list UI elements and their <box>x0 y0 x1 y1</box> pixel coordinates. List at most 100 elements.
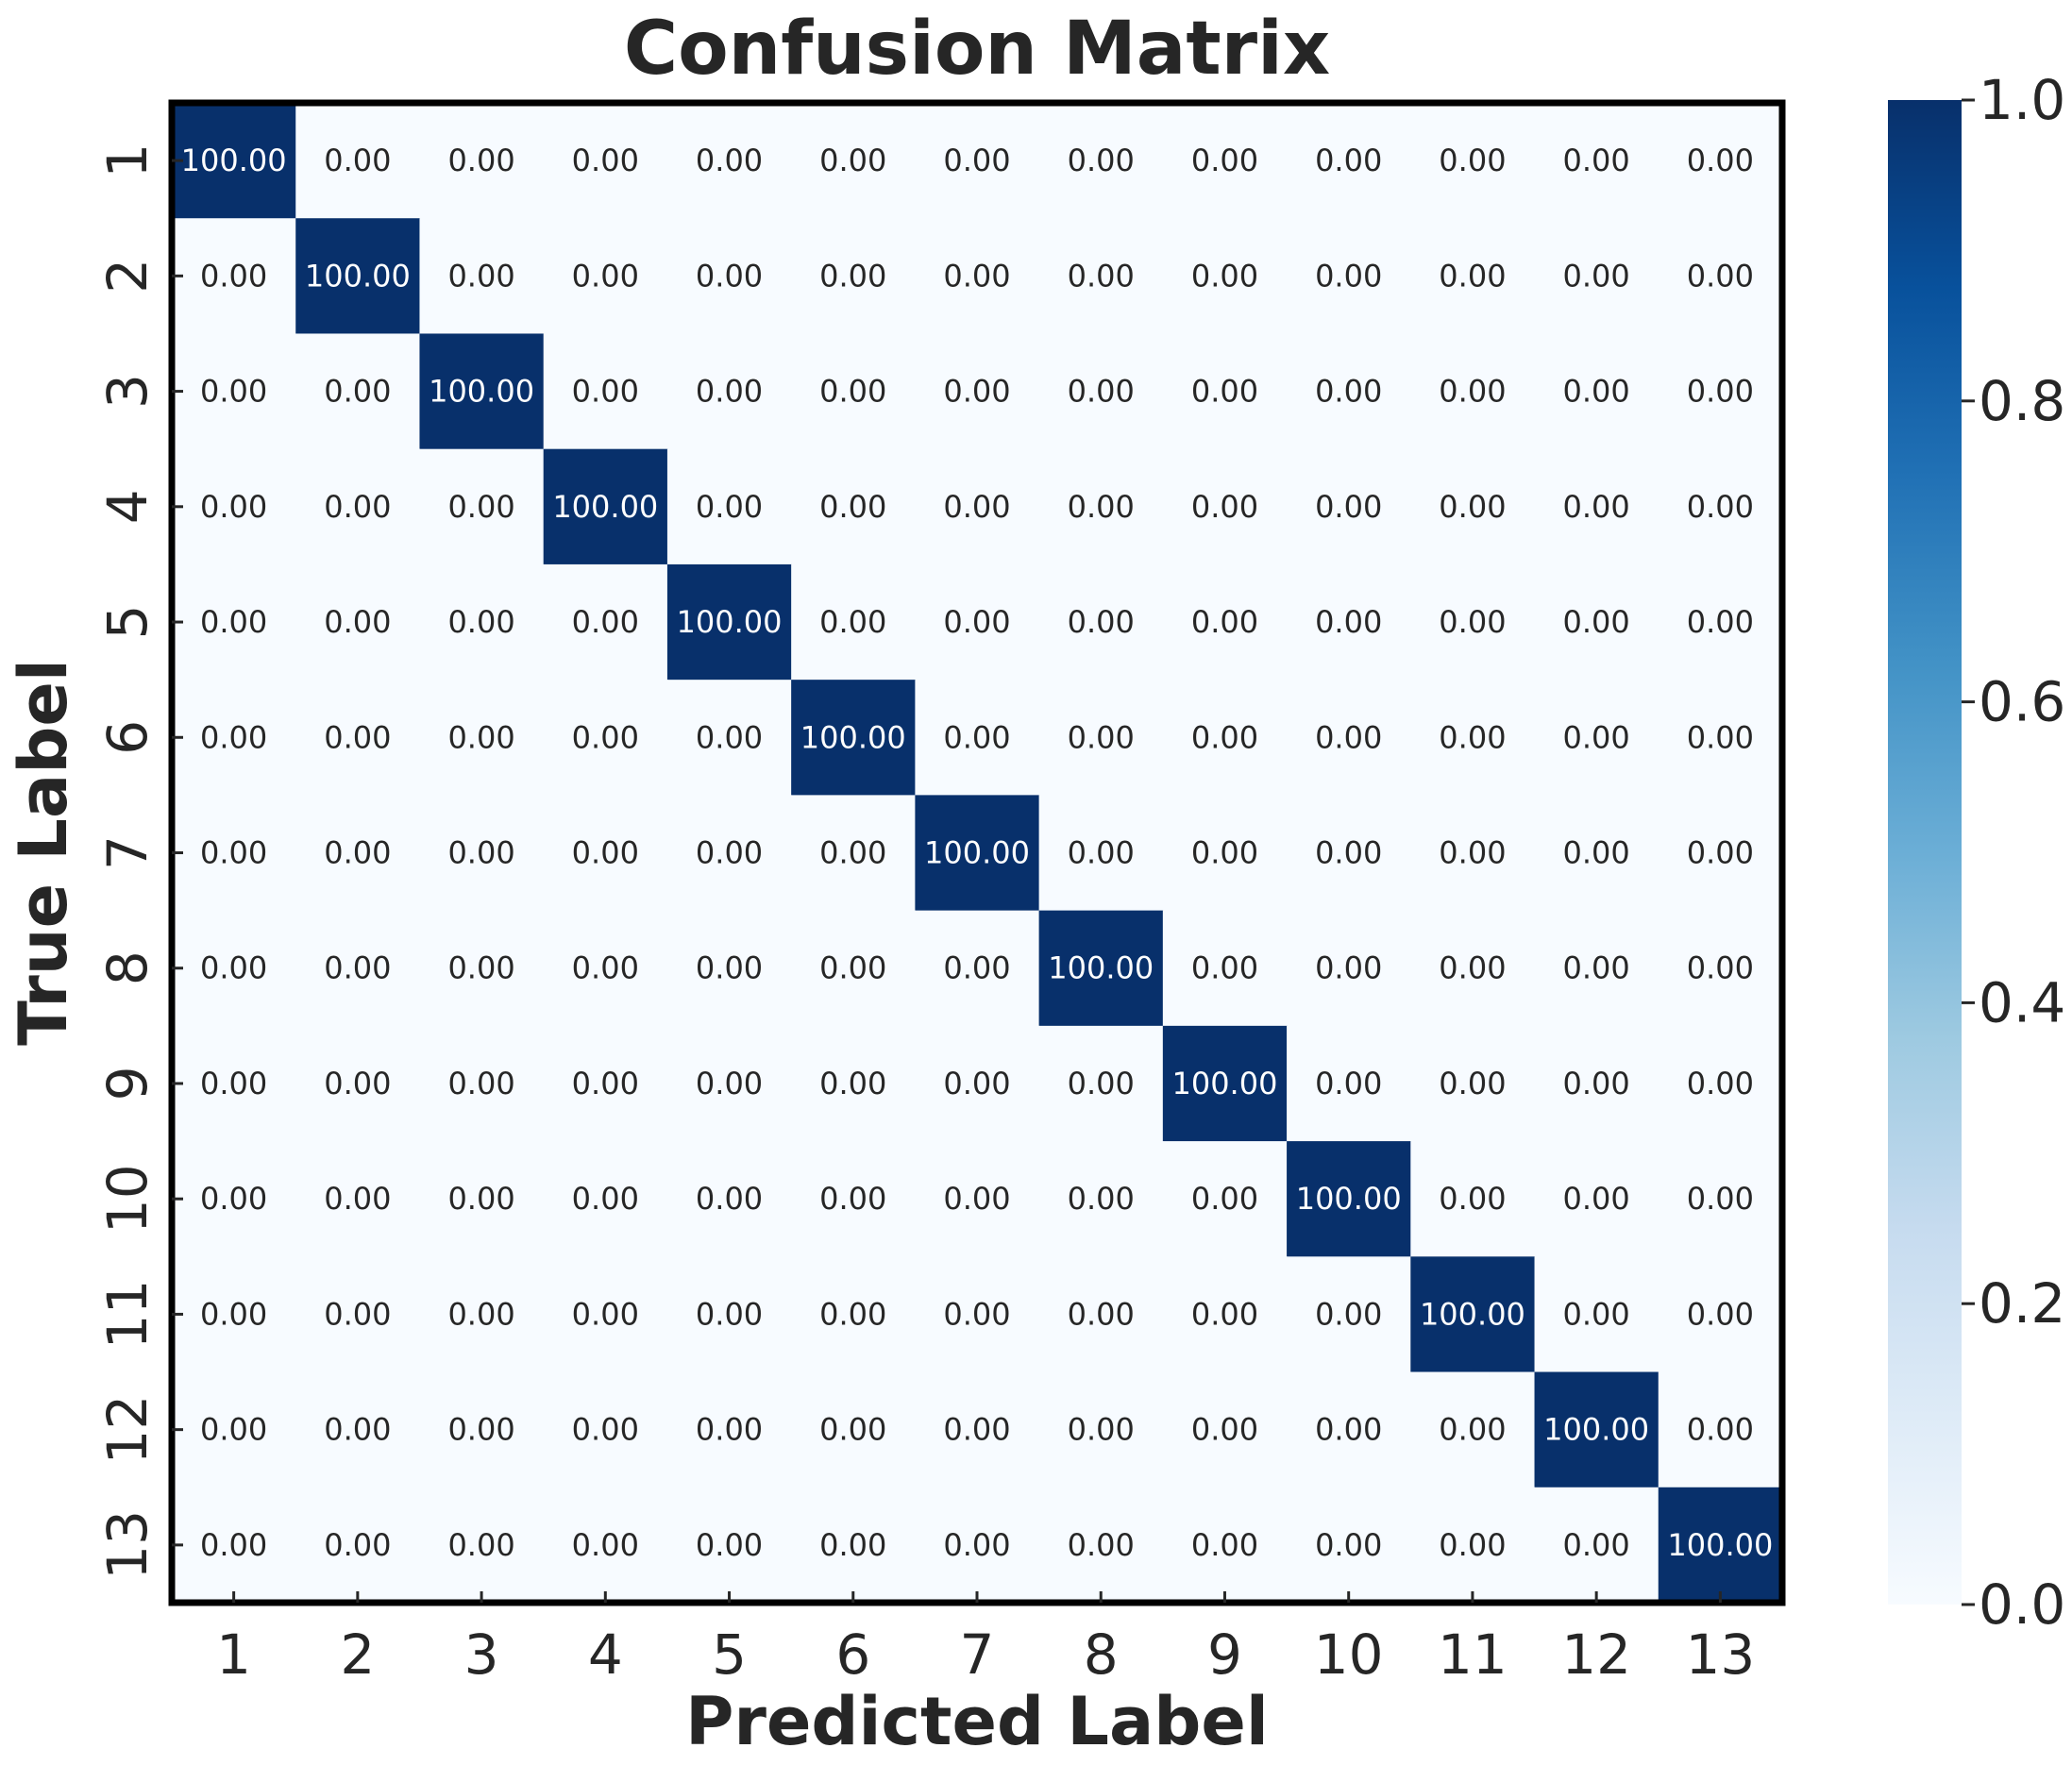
heatmap-cell-value: 0.00 <box>1439 1412 1506 1448</box>
colorbar-ticks: 0.0 0.2 0.4 0.6 0.8 1.0 <box>1962 68 2065 1637</box>
colorbar <box>1888 100 1962 1605</box>
heatmap-cell <box>1658 103 1783 219</box>
heatmap-cell <box>172 795 296 912</box>
heatmap-cell <box>172 680 296 796</box>
heatmap-cell-value: 0.00 <box>447 604 514 640</box>
heatmap-cell <box>915 1256 1040 1373</box>
heatmap-cell <box>295 1025 421 1142</box>
heatmap-cell-value: 0.00 <box>696 1412 763 1448</box>
heatmap-cell-value: 0.00 <box>447 1066 514 1101</box>
heatmap-cell-value: 0.00 <box>1315 604 1382 640</box>
heatmap-cell <box>1534 333 1659 450</box>
heatmap-cell <box>1038 1487 1164 1604</box>
heatmap-cell <box>1534 680 1659 796</box>
heatmap-cell <box>1038 103 1164 219</box>
heatmap-cell-value: 0.00 <box>200 489 267 525</box>
heatmap-cell <box>791 1256 916 1373</box>
heatmap-cell-value: 0.00 <box>324 489 391 525</box>
heatmap-cell <box>419 795 545 912</box>
heatmap-cell <box>1038 1256 1164 1373</box>
y-tick-label: 2 <box>95 259 160 294</box>
heatmap-cell <box>172 1487 296 1604</box>
heatmap-cell-value: 0.00 <box>1191 1412 1258 1448</box>
colorbar-tick-label: 0.2 <box>1979 1271 2065 1336</box>
heatmap-cell-value: 0.00 <box>324 604 391 640</box>
heatmap-cell <box>1410 563 1536 681</box>
heatmap-cell <box>666 1025 792 1142</box>
heatmap-cells <box>172 103 1783 1604</box>
heatmap-cell-value: 0.00 <box>696 1527 763 1563</box>
heatmap-cell-value: 0.00 <box>1687 489 1754 525</box>
heatmap-cell <box>1410 1256 1536 1373</box>
heatmap-cell <box>1287 795 1411 912</box>
heatmap-cell-value: 0.00 <box>1315 374 1382 410</box>
heatmap-cell-value: 0.00 <box>1068 374 1135 410</box>
heatmap-cell <box>419 333 545 450</box>
colorbar-tick-label: 0.6 <box>1979 670 2065 734</box>
heatmap-cell-value: 0.00 <box>572 835 639 871</box>
heatmap-cell-value: 0.00 <box>200 835 267 871</box>
heatmap-cell <box>295 1141 421 1257</box>
heatmap-cell-value: 0.00 <box>1563 1181 1630 1217</box>
heatmap-cell-value: 0.00 <box>1687 719 1754 755</box>
heatmap-cell <box>1410 680 1536 796</box>
heatmap-cell <box>1162 218 1288 335</box>
heatmap-cell <box>543 103 668 219</box>
heatmap-cell <box>1534 1487 1659 1604</box>
heatmap-cell-value: 0.00 <box>1563 950 1630 986</box>
heatmap-cell <box>1534 218 1659 335</box>
heatmap-cell-value: 0.00 <box>1068 604 1135 640</box>
heatmap-cell-value: 0.00 <box>943 258 1010 294</box>
heatmap-cell-value: 100.00 <box>1543 1412 1649 1448</box>
heatmap-cell <box>172 333 296 450</box>
heatmap-cell <box>791 910 916 1027</box>
heatmap-cell-value: 0.00 <box>572 1527 639 1563</box>
heatmap-cell-value: 0.00 <box>200 1296 267 1332</box>
heatmap-cell <box>915 1141 1040 1257</box>
heatmap-cell <box>666 448 792 565</box>
heatmap-cell-value: 0.00 <box>943 719 1010 755</box>
heatmap-cell-value: 0.00 <box>1068 1181 1135 1217</box>
heatmap-cell <box>666 910 792 1027</box>
heatmap-cell-value: 100.00 <box>552 489 658 525</box>
heatmap-cell-value: 0.00 <box>324 1527 391 1563</box>
heatmap-cell <box>915 910 1040 1027</box>
heatmap-cell-value: 0.00 <box>324 1412 391 1448</box>
heatmap-cell <box>1658 333 1783 450</box>
heatmap-cell <box>419 103 545 219</box>
heatmap-cell <box>1162 1256 1288 1373</box>
heatmap-cell <box>172 1256 296 1373</box>
heatmap-cell <box>295 103 421 219</box>
heatmap-cell <box>791 1025 916 1142</box>
heatmap-cell <box>666 333 792 450</box>
colorbar-tick-label: 0.4 <box>1979 970 2065 1034</box>
heatmap-cell-value: 0.00 <box>1315 143 1382 178</box>
y-tick-label: 8 <box>95 950 160 985</box>
heatmap-cell-value: 0.00 <box>200 950 267 986</box>
heatmap-cell-value: 0.00 <box>200 1181 267 1217</box>
heatmap-cell-value: 0.00 <box>324 1181 391 1217</box>
heatmap-cell-value: 0.00 <box>1191 950 1258 986</box>
colorbar-tick-label: 0.0 <box>1979 1572 2065 1637</box>
heatmap-cell-value: 100.00 <box>1171 1066 1277 1101</box>
heatmap-cell <box>1658 563 1783 681</box>
heatmap-cell <box>1410 1371 1536 1488</box>
heatmap-cell <box>1658 218 1783 335</box>
y-tick-label: 7 <box>95 835 160 870</box>
heatmap-cell-value: 0.00 <box>200 374 267 410</box>
heatmap-cell <box>915 333 1040 450</box>
heatmap-cell <box>1410 910 1536 1027</box>
chart-title: Confusion Matrix <box>624 7 1330 92</box>
heatmap-cell <box>791 333 916 450</box>
heatmap-cell-value: 0.00 <box>200 258 267 294</box>
heatmap-cell-value: 100.00 <box>1420 1296 1525 1332</box>
heatmap-cell-value: 0.00 <box>943 143 1010 178</box>
heatmap-cell <box>1287 1141 1411 1257</box>
heatmap-cell <box>1038 680 1164 796</box>
heatmap-cell <box>295 680 421 796</box>
heatmap-cell <box>295 910 421 1027</box>
heatmap-cell <box>1658 795 1783 912</box>
heatmap-cell <box>1658 1025 1783 1142</box>
heatmap-cell-value: 0.00 <box>1687 143 1754 178</box>
heatmap-cell <box>791 680 916 796</box>
